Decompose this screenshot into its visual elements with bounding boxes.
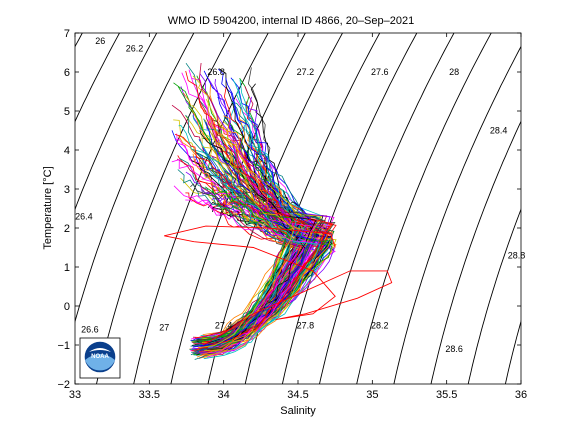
float-profile — [199, 169, 324, 352]
density-contour-5 — [96, 33, 232, 384]
float-profile — [206, 68, 314, 352]
float-profile — [199, 140, 321, 360]
y-axis-label: Temperature [°C] — [42, 166, 54, 249]
density-contour-label: 27.8 — [297, 321, 315, 331]
density-contour-label: 28.6 — [445, 344, 463, 354]
density-contour-13 — [393, 45, 521, 384]
density-contour-label: 28.2 — [371, 321, 389, 331]
density-contour-label: 26 — [95, 36, 105, 46]
density-contour-label: 26.4 — [75, 211, 93, 221]
x-tick-label: 36 — [515, 389, 527, 401]
density-contour-10 — [281, 33, 418, 384]
plot-area: 2626.226.426.626.82727.227.427.627.82828… — [57, 28, 527, 401]
float-profile — [207, 78, 314, 340]
y-tick-label: 3 — [64, 184, 70, 196]
density-contour-4 — [75, 33, 195, 324]
float-profile — [164, 225, 393, 346]
x-tick-label: 33.5 — [139, 389, 160, 401]
density-contour-label: 28.8 — [508, 250, 526, 260]
density-contour-16 — [504, 319, 521, 384]
density-contour-14 — [430, 120, 521, 384]
density-contour-15 — [467, 208, 521, 384]
y-axis-ticks: −2 −1 0 1 2 3 4 5 6 7 — [57, 28, 521, 391]
float-profile — [189, 101, 323, 350]
density-contour-label: 27.6 — [371, 67, 389, 77]
density-contour-label: 27 — [159, 322, 169, 332]
density-contour-label: 26.6 — [81, 324, 99, 334]
x-tick-label: 35.5 — [436, 389, 457, 401]
density-contour-12 — [356, 33, 492, 384]
y-tick-label: −2 — [57, 379, 70, 391]
density-contour-label: 26.8 — [207, 67, 225, 77]
float-profiles — [164, 62, 393, 360]
y-tick-label: 1 — [64, 262, 70, 274]
float-profile — [202, 201, 310, 349]
y-tick-label: 0 — [64, 301, 70, 313]
float-profile — [193, 62, 301, 345]
density-contour-label: 27.4 — [215, 321, 233, 331]
density-contour-label: 28.4 — [490, 126, 508, 136]
x-tick-label: 33 — [69, 389, 81, 401]
y-tick-label: 6 — [64, 67, 70, 79]
y-tick-label: 5 — [64, 106, 70, 118]
density-contour-label: 27.2 — [297, 67, 315, 77]
y-tick-label: 7 — [64, 28, 70, 40]
x-tick-label: 34 — [218, 389, 230, 401]
float-profile — [204, 186, 294, 347]
x-tick-label: 34.5 — [287, 389, 308, 401]
float-profile — [192, 75, 295, 348]
y-tick-label: −1 — [57, 340, 70, 352]
float-profile — [191, 200, 334, 352]
density-contour-2 — [75, 33, 120, 123]
chart-title: WMO ID 5904200, internal ID 4866, 20–Sep… — [168, 15, 414, 27]
y-tick-label: 4 — [64, 145, 70, 157]
y-tick-label: 2 — [64, 223, 70, 235]
noaa-logo: NOAA — [79, 337, 121, 379]
noaa-logo-text: NOAA — [91, 354, 109, 360]
float-profile — [195, 190, 326, 342]
float-profile — [200, 121, 314, 347]
density-contour-label: 28 — [449, 67, 459, 77]
float-profile — [204, 186, 328, 358]
x-axis-label: Salinity — [280, 405, 316, 417]
x-tick-label: 35 — [366, 389, 378, 401]
density-contour-label: 26.2 — [126, 44, 144, 54]
density-contour-11 — [319, 33, 455, 384]
density-contour-labels: 26 26.2 26.4 26.6 26.8 27 27.2 27.4 27.6 27.8 28 28… — [75, 36, 525, 354]
x-axis-ticks: 33 33.5 34 34.5 35 35.5 36 — [69, 33, 527, 401]
